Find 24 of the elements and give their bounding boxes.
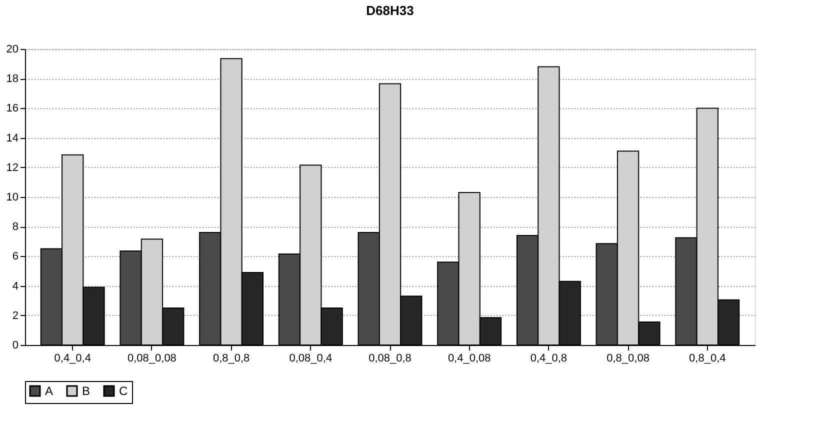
x-tick-label: 0,4_0,8: [530, 352, 568, 364]
chart-title: D68H33: [366, 3, 414, 18]
y-tick-label: 18: [6, 73, 18, 86]
x-tick-label: 0,8_0,4: [689, 352, 726, 364]
y-tick-label: 12: [6, 162, 18, 174]
y-tick-label: 16: [6, 102, 18, 115]
legend-label: B: [82, 384, 90, 398]
x-tick-label: 0,8_0,8: [212, 352, 250, 364]
x-tick-label: 0,4_0,08: [448, 352, 491, 364]
x-tick-label: 0,08_0,8: [368, 352, 412, 364]
x-tick-label: 0,08_0,08: [127, 352, 176, 364]
y-tick-label: 4: [12, 280, 18, 292]
y-tick-label: 0: [12, 340, 18, 352]
y-tick-label: 14: [6, 132, 18, 144]
x-tick-label: 0,08_0,4: [289, 352, 332, 364]
y-tick-label: 10: [6, 192, 18, 204]
legend-label: A: [45, 384, 54, 398]
y-tick-label: 6: [12, 250, 18, 263]
y-tick-label: 8: [12, 221, 18, 234]
x-tick-label: 0,4_0,4: [54, 352, 91, 364]
legend-label: C: [119, 384, 128, 398]
x-tick-label: 0,8_0,08: [606, 352, 650, 364]
y-tick-label: 2: [12, 310, 18, 322]
y-tick-label: 20: [6, 44, 18, 56]
